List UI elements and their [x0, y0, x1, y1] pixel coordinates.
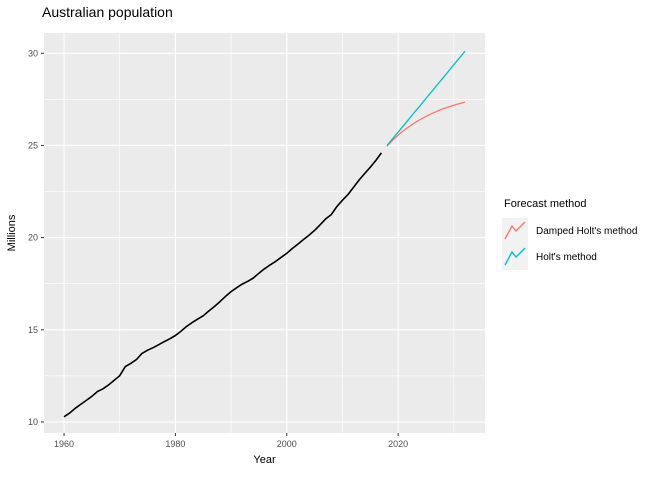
damped-line	[386, 101, 466, 147]
panel-background	[44, 33, 485, 433]
legend-item-label: Holt's method	[536, 251, 597, 263]
x-axis-title: Year	[253, 454, 276, 466]
legend-key-zigzag-icon	[502, 218, 528, 244]
y-tick-label: 30	[28, 48, 38, 58]
x-tick-label: 1980	[165, 439, 185, 449]
x-tick-label: 2000	[277, 439, 297, 449]
legend-item: Holt's method	[502, 244, 637, 270]
holt-line	[386, 50, 466, 147]
legend-item-label: Damped Holt's method	[536, 225, 638, 237]
legend-key-zigzag-icon	[502, 244, 528, 270]
legend: Forecast method Damped Holt's method Holt…	[502, 198, 637, 270]
y-tick-label: 15	[28, 325, 38, 335]
legend-title: Forecast method	[504, 198, 587, 210]
legend-item: Damped Holt's method	[502, 218, 637, 244]
x-tick-label: 1960	[54, 439, 74, 449]
x-tick-label: 2020	[388, 439, 408, 449]
legend-items: Damped Holt's method Holt's method	[502, 218, 637, 270]
y-tick-label: 10	[28, 417, 38, 427]
chart-title: Australian population	[42, 4, 173, 20]
y-tick-label: 20	[28, 233, 38, 243]
historical-line	[63, 152, 383, 418]
y-axis-title: Millions	[6, 214, 18, 252]
y-tick-label: 25	[28, 140, 38, 150]
